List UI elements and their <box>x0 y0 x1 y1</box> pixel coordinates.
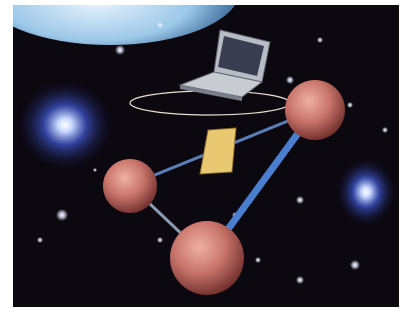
sphere <box>170 221 244 295</box>
sphere <box>103 159 157 213</box>
photo <box>0 0 399 307</box>
nebula-star <box>17 80 113 170</box>
page: (() => { const data = JSON.parse(documen… <box>0 0 407 315</box>
scene <box>0 0 407 315</box>
nebula-star <box>336 158 396 226</box>
sphere <box>285 80 345 140</box>
